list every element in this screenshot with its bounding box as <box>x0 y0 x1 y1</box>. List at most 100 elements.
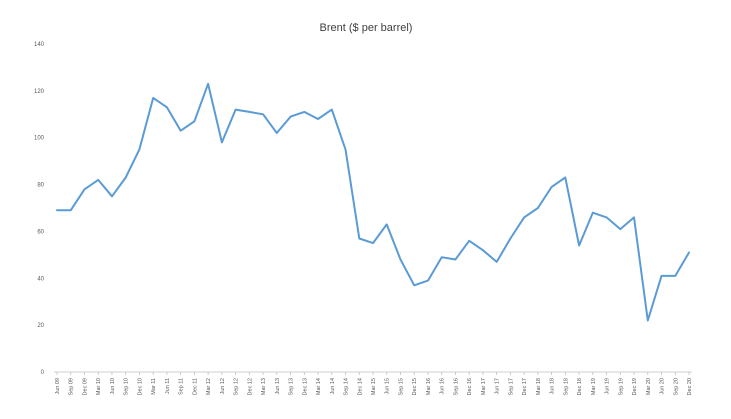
y-axis: 0 20 40 60 80 100 120 140 <box>34 42 45 376</box>
x-axis: Jun 09 Sep 09 Dec 09 Mar 10 Jun 10 Sep 10 Dec … <box>54 371 693 395</box>
data-point <box>138 148 140 150</box>
data-point <box>180 130 182 132</box>
data-point <box>125 177 127 179</box>
data-point <box>83 188 85 190</box>
y-tick-label: 0 <box>41 370 45 376</box>
x-tick-label: Jun 16 <box>440 378 446 395</box>
data-point <box>592 212 594 214</box>
x-tick-label: Sep 11 <box>179 378 185 395</box>
x-tick-label: Mar 11 <box>151 378 157 395</box>
y-tick-label: 60 <box>37 229 44 235</box>
data-point <box>468 240 470 242</box>
data-point <box>606 216 608 218</box>
x-tick-label: Sep 19 <box>618 378 624 395</box>
x-tick-label: Dec 14 <box>357 378 363 395</box>
x-tick-label: Dec 19 <box>632 378 638 395</box>
data-point <box>207 83 209 85</box>
data-point <box>97 179 99 181</box>
x-tick-label: Mar 20 <box>646 378 652 395</box>
x-tick-label: Dec 09 <box>82 378 88 395</box>
x-tick-label: Sep 17 <box>508 378 514 395</box>
data-point <box>564 177 566 179</box>
x-tick-label: Jun 19 <box>605 378 611 395</box>
data-point <box>688 252 690 254</box>
data-point <box>496 261 498 263</box>
x-tick-label: Dec 18 <box>577 378 583 395</box>
x-tick-label: Sep 20 <box>673 378 679 395</box>
x-tick-label: Sep 13 <box>289 378 295 395</box>
x-tick-label: Dec 12 <box>247 378 253 395</box>
y-tick-label: 120 <box>34 89 45 95</box>
x-tick-label: Dec 10 <box>137 378 143 395</box>
chart-title: Brent ($ per barrel) <box>320 22 413 34</box>
x-tick-label: Mar 12 <box>206 378 212 395</box>
data-point <box>427 280 429 282</box>
data-point <box>661 275 663 277</box>
x-tick-label: Jun 09 <box>55 378 61 395</box>
x-tick-label: Jun 11 <box>165 378 171 394</box>
y-tick-label: 80 <box>37 183 44 189</box>
x-tick-label: Jun 17 <box>495 378 501 395</box>
x-tick-label: Sep 16 <box>453 378 459 395</box>
x-tick-label: Jun 13 <box>275 378 281 395</box>
x-tick-label: Jun 18 <box>550 378 556 395</box>
x-tick-label: Dec 15 <box>412 378 418 395</box>
series-line <box>56 82 690 322</box>
x-tick-label: Sep 15 <box>398 378 404 395</box>
x-tick-label: Mar 16 <box>426 378 432 395</box>
data-point <box>454 259 456 261</box>
x-tick-label: Jun 12 <box>220 378 226 395</box>
y-tick-label: 100 <box>34 136 45 142</box>
data-point <box>235 109 237 111</box>
data-point <box>482 249 484 251</box>
data-point <box>358 237 360 239</box>
data-point <box>56 209 58 211</box>
data-point <box>248 111 250 113</box>
data-point <box>290 116 292 118</box>
x-tick-label: Mar 14 <box>316 378 322 395</box>
x-tick-label: Dec 11 <box>192 378 198 395</box>
x-tick-label: Dec 13 <box>302 378 308 395</box>
data-point <box>372 242 374 244</box>
y-tick-label: 20 <box>37 323 44 329</box>
data-point <box>578 244 580 246</box>
data-point <box>537 207 539 209</box>
data-point <box>619 228 621 230</box>
x-tick-label: Mar 13 <box>261 378 267 395</box>
data-point <box>317 118 319 120</box>
x-tick-label: Jun 20 <box>660 378 666 395</box>
data-point <box>262 113 264 115</box>
data-point <box>331 109 333 111</box>
x-tick-label: Sep 09 <box>69 378 75 395</box>
data-point <box>523 216 525 218</box>
x-tick-label: Sep 14 <box>344 378 350 395</box>
data-point <box>221 141 223 143</box>
x-tick-label: Dec 17 <box>522 378 528 395</box>
data-point <box>152 97 154 99</box>
x-tick-label: Dec 20 <box>687 378 693 395</box>
data-point <box>399 259 401 261</box>
data-point <box>70 209 72 211</box>
data-point <box>441 256 443 258</box>
data-point <box>166 106 168 108</box>
x-tick-label: Jun 10 <box>110 378 116 395</box>
x-tick-label: Mar 10 <box>96 378 102 395</box>
data-point <box>276 132 278 134</box>
x-tick-label: Sep 12 <box>234 378 240 395</box>
data-point <box>111 195 113 197</box>
data-point <box>633 216 635 218</box>
x-tick-label: Mar 18 <box>536 378 542 395</box>
y-tick-label: 140 <box>34 42 45 48</box>
data-point <box>674 275 676 277</box>
data-point <box>647 319 649 321</box>
series-layer <box>56 82 690 322</box>
data-point <box>193 120 195 122</box>
x-tick-label: Mar 17 <box>481 378 487 395</box>
x-tick-label: Dec 16 <box>467 378 473 395</box>
data-point <box>303 111 305 113</box>
data-point <box>386 223 388 225</box>
data-point <box>551 186 553 188</box>
x-tick-label: Jun 15 <box>385 378 391 395</box>
